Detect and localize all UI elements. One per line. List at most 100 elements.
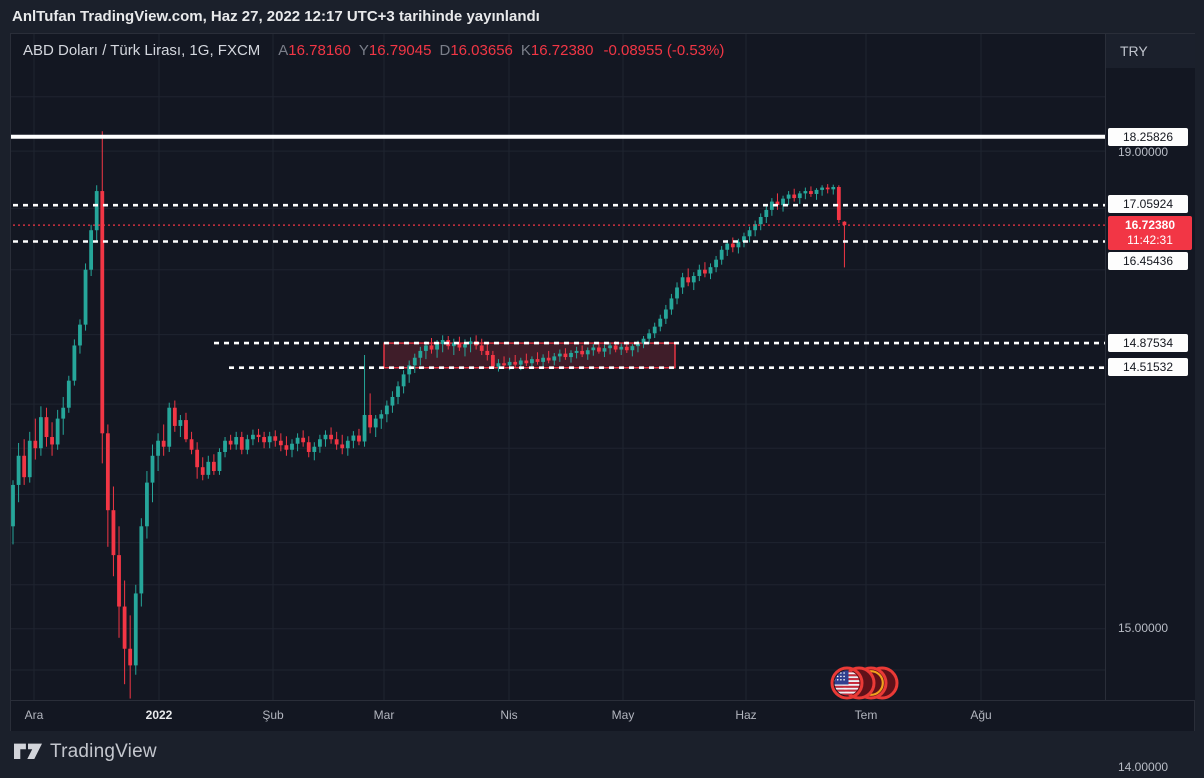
price-axis-currency: TRY [1106,34,1195,68]
candle [412,357,417,366]
candlestick-chart-canvas[interactable] [11,34,1106,700]
time-axis-label: Ara [24,708,44,722]
candle [424,345,428,351]
candle [156,440,160,456]
candle [306,442,311,452]
candle [178,420,183,426]
candle [312,446,317,452]
candle [758,216,763,225]
candle [580,350,585,355]
candle [83,269,88,325]
chart-pane[interactable]: ABD Doları / Türk Lirası, 1G, FXCM A16.78… [11,34,1106,700]
candle [490,355,495,367]
candle [546,357,551,361]
candle [223,440,227,452]
candle [636,343,640,347]
candle [89,230,94,270]
symbol-legend: ABD Doları / Türk Lirası, 1G, FXCM A16.78… [23,42,724,59]
candle [262,437,266,443]
candle [133,593,138,666]
candle [463,344,467,348]
candle [753,224,758,231]
candle [234,437,239,445]
candle [563,353,568,358]
candle [55,418,60,445]
candle [245,439,250,450]
tradingview-logo[interactable]: TradingView [14,741,157,763]
candle [150,455,155,483]
candle [502,363,506,366]
candle [105,433,110,511]
candle [251,434,255,440]
publication-banner: AnlTufan TradingView.com, Haz 27, 2022 1… [0,0,1204,33]
candle [792,194,797,199]
candle [429,345,434,350]
candle [284,445,289,450]
time-axis-label: Mar [373,708,395,722]
candle [820,187,824,190]
change-value: -0.08955 (-0.53%) [603,42,725,59]
candle [585,350,590,355]
candle [295,437,300,444]
candle [630,346,635,351]
candle [418,350,423,358]
candle [184,420,188,440]
candle [33,440,38,449]
candle [591,347,596,351]
candle [278,440,283,446]
price-axis[interactable]: TRY 19.0000018.0000015.0000014.0000013.4… [1105,34,1195,774]
horizontal-line-drawings[interactable] [11,134,1106,370]
candle [195,449,200,468]
symbol-title[interactable]: ABD Doları / Türk Lirası, 1G, FXCM [23,42,261,59]
candle [764,209,769,217]
candle [814,189,819,194]
candle [597,347,601,352]
time-axis-label: Ağu [970,708,992,722]
candle [22,455,27,478]
time-axis-label: 2022 [145,708,173,722]
candle [27,440,32,478]
candle [100,191,105,434]
candle [61,407,66,419]
candle [39,417,43,449]
candle [16,455,21,485]
time-axis[interactable]: Ara 2022 Şub Mar Nis May Haz Tem Ağu [11,700,1194,731]
time-axis-label: Haz [735,708,757,722]
candle [786,194,791,199]
candle [479,345,484,351]
high-value: 16.79045 [368,42,432,59]
low-value: 16.03656 [450,42,513,59]
candle [390,396,395,406]
candle [206,461,211,475]
candle [189,439,194,450]
candle [373,418,378,428]
candle [485,350,490,356]
candle [401,374,406,387]
time-axis-label: May [611,708,635,722]
candle [384,405,389,415]
candle [217,451,222,472]
candle [329,434,333,440]
candle [239,437,244,450]
last-price-value: 16.72380 [1124,218,1176,232]
candle [574,350,579,353]
candle [496,363,501,367]
candle [831,186,836,190]
candle [797,193,802,199]
time-axis-label: Tem [854,708,878,722]
candle [440,340,445,345]
candle [256,434,261,438]
candle [552,356,557,361]
candle [842,221,847,226]
candle [122,606,127,649]
candle [730,243,735,248]
time-axis-label: Şub [262,708,284,722]
candle [468,341,473,345]
candle [613,345,618,350]
us-flag-stamp-icon[interactable] [830,666,899,700]
candle [691,276,696,283]
candle [669,298,674,310]
candle [719,249,724,260]
candle [334,439,339,445]
candle [301,437,306,443]
